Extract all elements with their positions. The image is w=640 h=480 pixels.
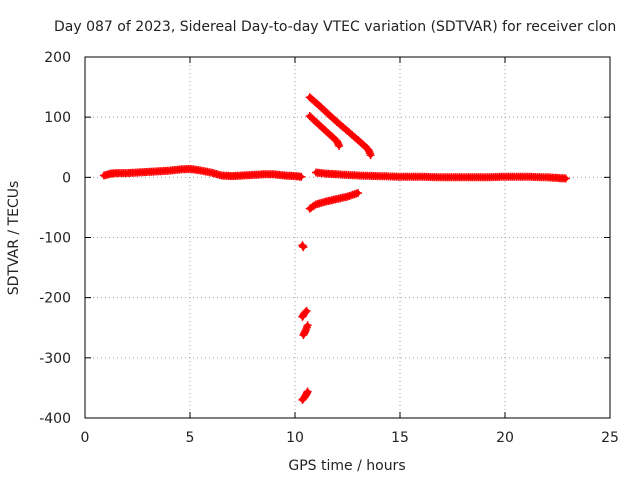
y-tick-label: -400 xyxy=(39,411,71,427)
series-segment-baseline-early xyxy=(99,164,306,181)
series-segment-arc-middle xyxy=(305,112,344,150)
series-segment-spike-d xyxy=(298,387,312,404)
y-tick-label: 0 xyxy=(62,170,71,186)
data-point xyxy=(335,142,344,150)
x-tick-label: 25 xyxy=(601,430,619,446)
x-tick-label: 20 xyxy=(496,430,514,446)
y-tick-label: -100 xyxy=(39,231,71,247)
y-tick-label: 200 xyxy=(44,50,71,66)
y-tick-label: -300 xyxy=(39,351,71,367)
data-point xyxy=(299,243,308,252)
data-point xyxy=(303,321,312,330)
series-segment-spike-a xyxy=(298,241,308,252)
data-point xyxy=(366,151,375,160)
series-segment-spike-b xyxy=(298,306,311,321)
data-point xyxy=(303,387,312,396)
data-point xyxy=(354,189,362,197)
series-segment-baseline-late xyxy=(312,168,570,183)
y-axis-label: SDTVAR / TECUs xyxy=(6,181,22,296)
axis-ticks: 0 5 10 15 20 25 200 100 0 -100 -200 -300 -400 xyxy=(39,50,619,446)
data-point xyxy=(301,308,310,317)
x-tick-label: 0 xyxy=(81,430,90,446)
x-tick-label: 10 xyxy=(286,430,304,446)
x-axis-label: GPS time / hours xyxy=(288,458,405,474)
data-point xyxy=(302,306,311,315)
data-points xyxy=(99,93,570,404)
x-tick-label: 5 xyxy=(186,430,195,446)
grid-lines xyxy=(85,57,610,418)
series-segment-arc-lower xyxy=(305,189,362,213)
y-tick-label: -200 xyxy=(39,291,71,307)
x-tick-label: 15 xyxy=(391,430,409,446)
series-segment-arc-upper xyxy=(305,93,375,160)
chart-title: Day 087 of 2023, Sidereal Day-to-day VTE… xyxy=(54,19,616,35)
data-point xyxy=(297,172,306,181)
y-tick-label: 100 xyxy=(44,110,71,126)
plot-border xyxy=(84,56,611,419)
data-point xyxy=(561,174,570,183)
series-segment-spike-c xyxy=(299,321,312,339)
